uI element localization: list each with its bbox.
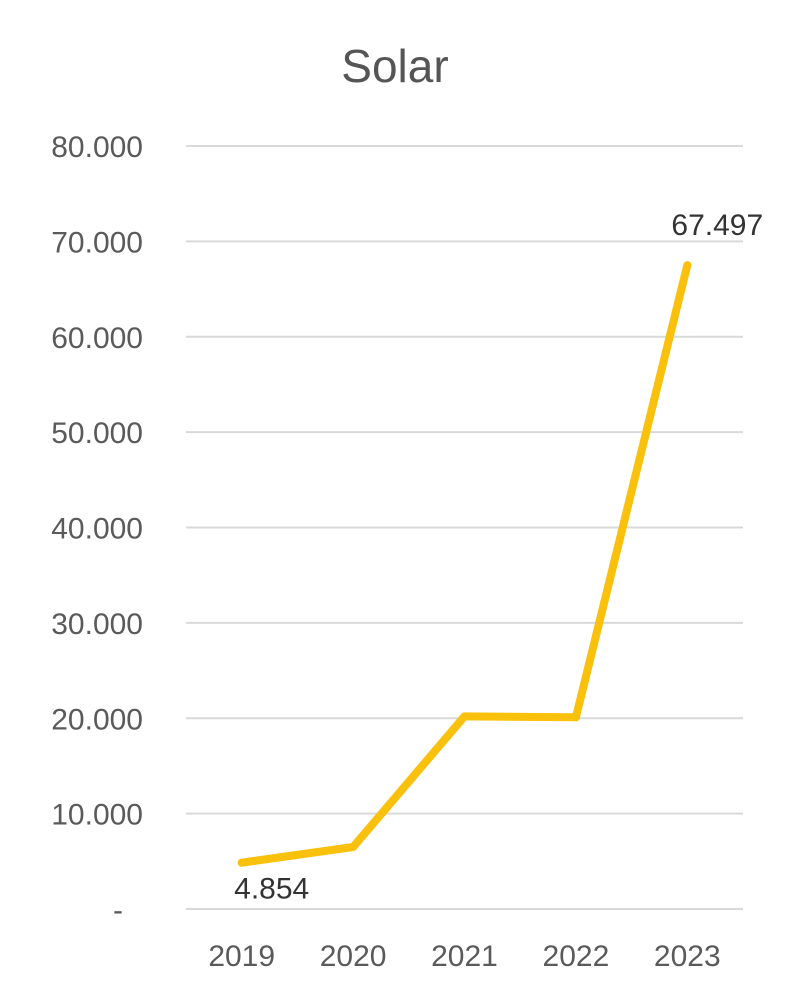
data-label: 67.497 <box>671 209 763 242</box>
y-tick-label: 60.000 <box>51 322 143 355</box>
x-tick-label: 2020 <box>320 940 387 973</box>
chart-title: Solar <box>341 40 448 92</box>
data-point <box>237 858 246 867</box>
series-line <box>237 261 692 867</box>
y-tick-label: 20.000 <box>51 703 143 736</box>
data-point <box>349 843 358 852</box>
gridlines <box>186 145 743 910</box>
x-tick-label: 2019 <box>208 940 275 973</box>
y-tick-label: 40.000 <box>51 513 143 546</box>
y-tick-label: 80.000 <box>51 131 143 164</box>
y-tick-label: 50.000 <box>51 417 143 450</box>
x-tick-label: 2023 <box>654 940 721 973</box>
data-label: 4.854 <box>234 873 309 906</box>
data-point <box>683 261 692 270</box>
data-point <box>460 712 469 721</box>
y-tick-label: - <box>113 894 123 927</box>
y-axis-tick-labels: - 10.000 20.000 30.000 40.000 50.000 60.000 70.… <box>51 131 143 927</box>
data-point <box>571 713 580 722</box>
data-labels: 4.854 67.497 <box>234 209 763 905</box>
y-tick-label: 10.000 <box>51 799 143 832</box>
x-tick-label: 2022 <box>543 940 610 973</box>
x-axis-tick-labels: 2019 2020 2021 2022 2023 <box>208 940 720 973</box>
y-tick-label: 30.000 <box>51 608 143 641</box>
x-tick-label: 2021 <box>431 940 498 973</box>
y-tick-label: 70.000 <box>51 226 143 259</box>
series-layer <box>237 261 692 867</box>
